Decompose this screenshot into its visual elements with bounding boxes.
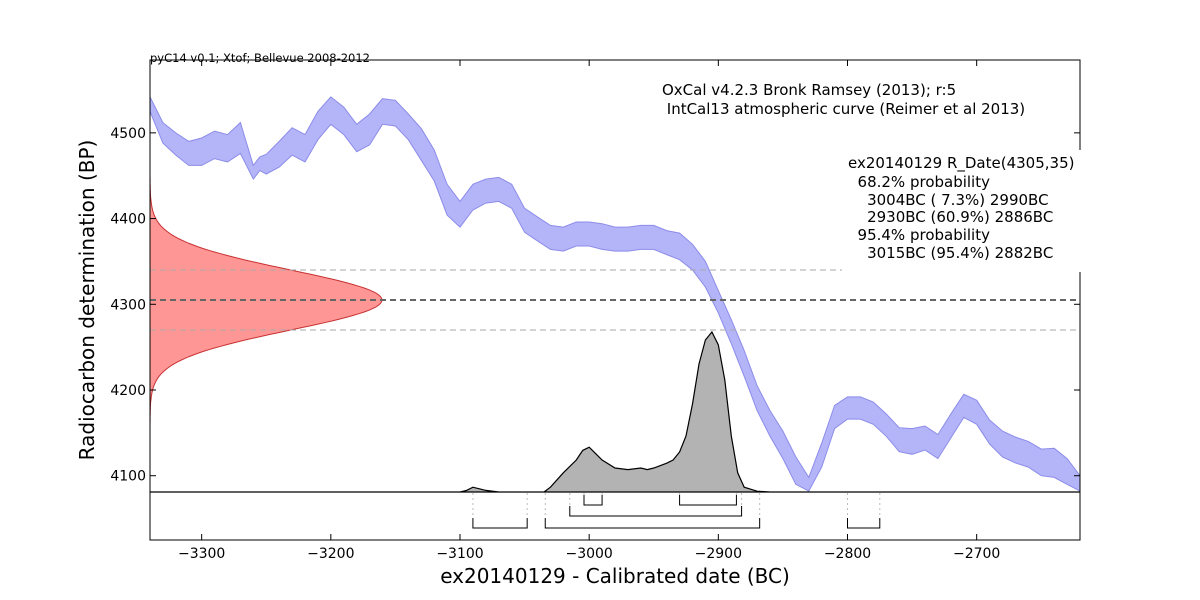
interval-bracket — [847, 518, 881, 529]
x-axis-ticks: −3300 −3200 −3100 −3000 −2900 −2800 −2700 — [178, 60, 1000, 562]
calibration-curve-band — [150, 96, 1080, 492]
interval-bracket — [679, 495, 737, 506]
x-tick-label: −2900 — [695, 546, 742, 562]
x-tick-label: −3200 — [307, 546, 354, 562]
x-tick-label: −2700 — [953, 546, 1000, 562]
y-tick-label: 4400 — [110, 212, 146, 228]
result-box — [842, 150, 1086, 272]
header-note: pyC14 v0.1; Xtof; Bellevue 2008-2012 — [150, 51, 370, 65]
interval-bracket — [472, 518, 528, 529]
x-tick-label: −3000 — [565, 546, 612, 562]
result-line: 3015BC (95.4%) 2882BC — [848, 244, 1053, 262]
y-axis-label: Radiocarbon determination (BP) — [75, 140, 99, 461]
curve-title-line-2: IntCal13 atmospheric curve (Reimer et al… — [662, 100, 1025, 118]
y-tick-label: 4200 — [110, 383, 146, 399]
x-tick-label: −2800 — [824, 546, 871, 562]
result-line: ex20140129 R_Date(4305,35) — [848, 154, 1074, 173]
interval-bracket — [544, 518, 761, 529]
result-line: 2930BC (60.9%) 2886BC — [848, 208, 1053, 226]
result-text: ex20140129 R_Date(4305,35) 68.2% probabi… — [848, 154, 1074, 262]
y-tick-label: 4300 — [110, 297, 146, 313]
result-line: 95.4% probability — [848, 226, 990, 244]
x-axis-label: ex20140129 - Calibrated date (BC) — [440, 564, 790, 588]
x-tick-label: −3300 — [178, 546, 225, 562]
result-line: 68.2% probability — [848, 173, 990, 191]
interval-bracket — [569, 506, 743, 517]
result-line: 3004BC ( 7.3%) 2990BC — [848, 191, 1049, 209]
interval-bracket — [583, 495, 603, 506]
curve-title-line-1: OxCal v4.2.3 Bronk Ramsey (2013); r:5 — [662, 81, 956, 99]
y-tick-label: 4500 — [110, 126, 146, 142]
y-axis-ticks: 4100 4200 4300 4400 4500 — [110, 126, 1080, 485]
plot-frame — [149, 59, 1081, 541]
probability-interval-brackets — [472, 493, 881, 529]
x-tick-label: −3100 — [436, 546, 483, 562]
y-tick-label: 4100 — [110, 469, 146, 485]
